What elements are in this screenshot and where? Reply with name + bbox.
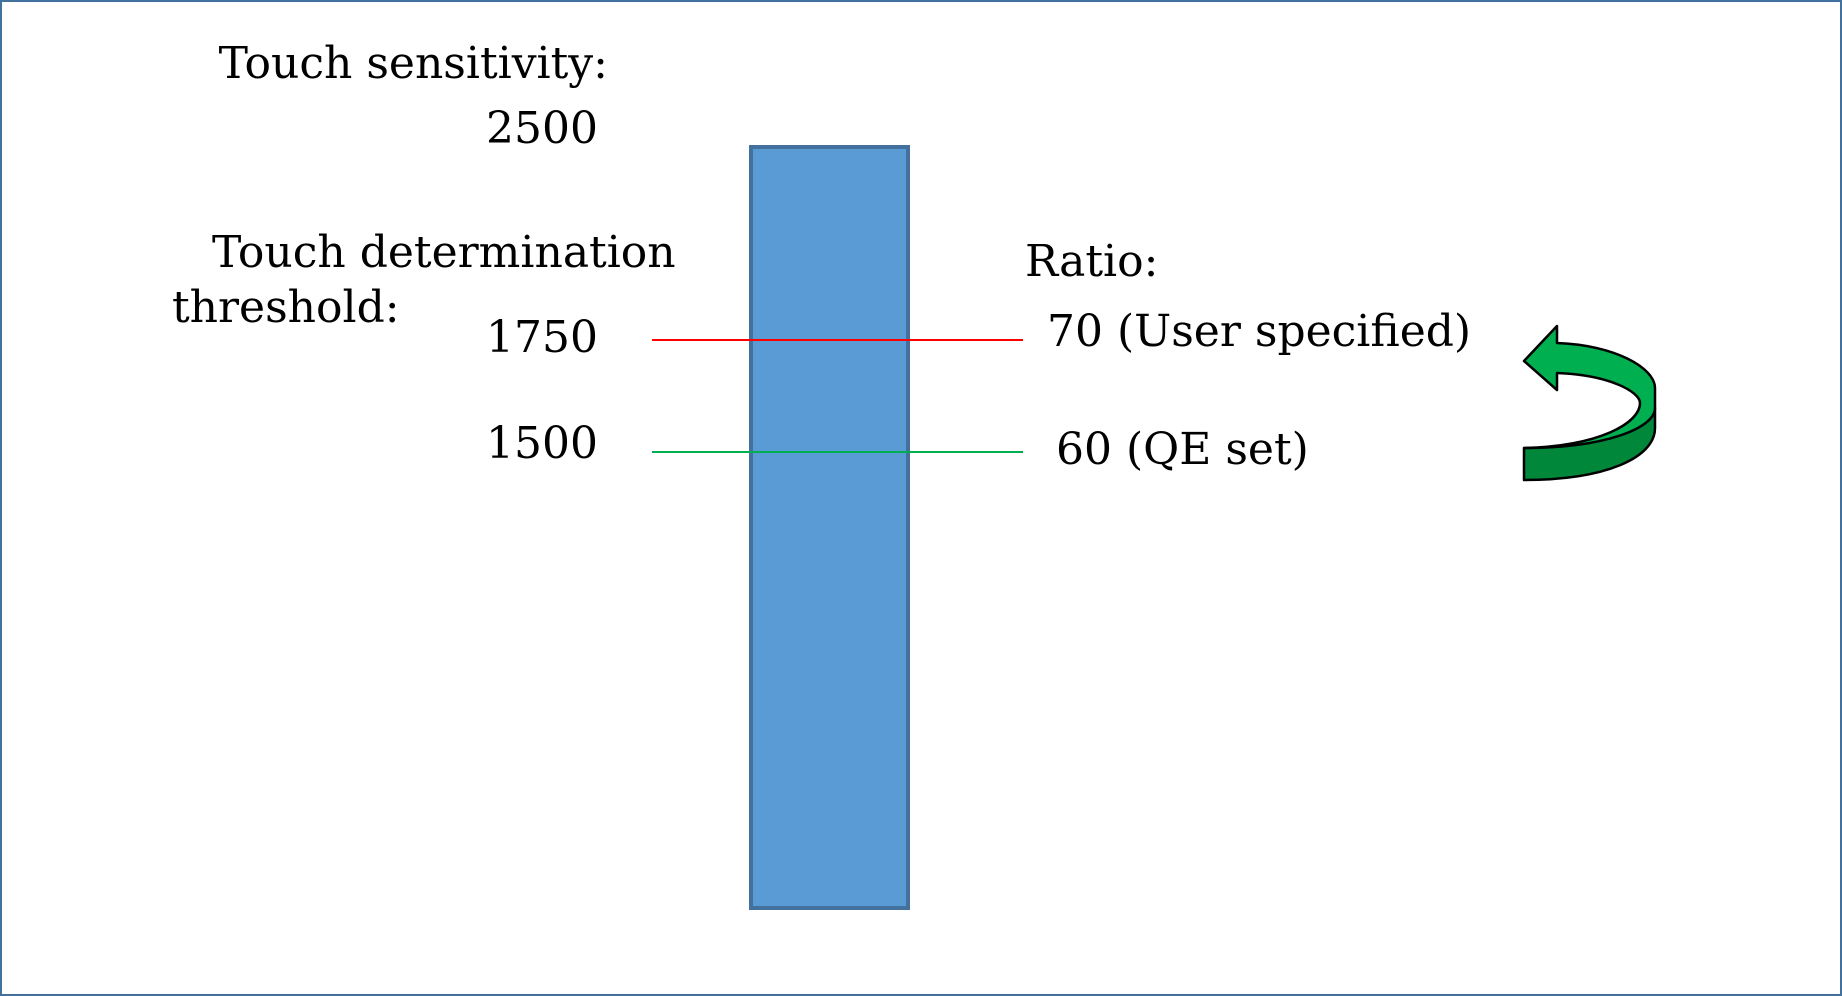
touch-sensitivity-value: 2500: [486, 103, 598, 154]
touch-threshold-label-line2: threshold:: [172, 282, 400, 333]
qe-threshold-value: 1500: [486, 418, 598, 469]
user-threshold-value: 1750: [486, 312, 598, 363]
touch-sensitivity-label: Touch sensitivity:: [218, 38, 608, 89]
ratio-user-specified: 70 (User specified): [1047, 306, 1472, 357]
touch-threshold-label-line1: Touch determination: [212, 227, 676, 278]
sensitivity-bar: [749, 145, 910, 910]
curved-return-arrow-icon: [1522, 324, 1657, 482]
ratio-qe-set: 60 (QE set): [1056, 424, 1309, 475]
ratio-label: Ratio:: [1025, 236, 1159, 287]
